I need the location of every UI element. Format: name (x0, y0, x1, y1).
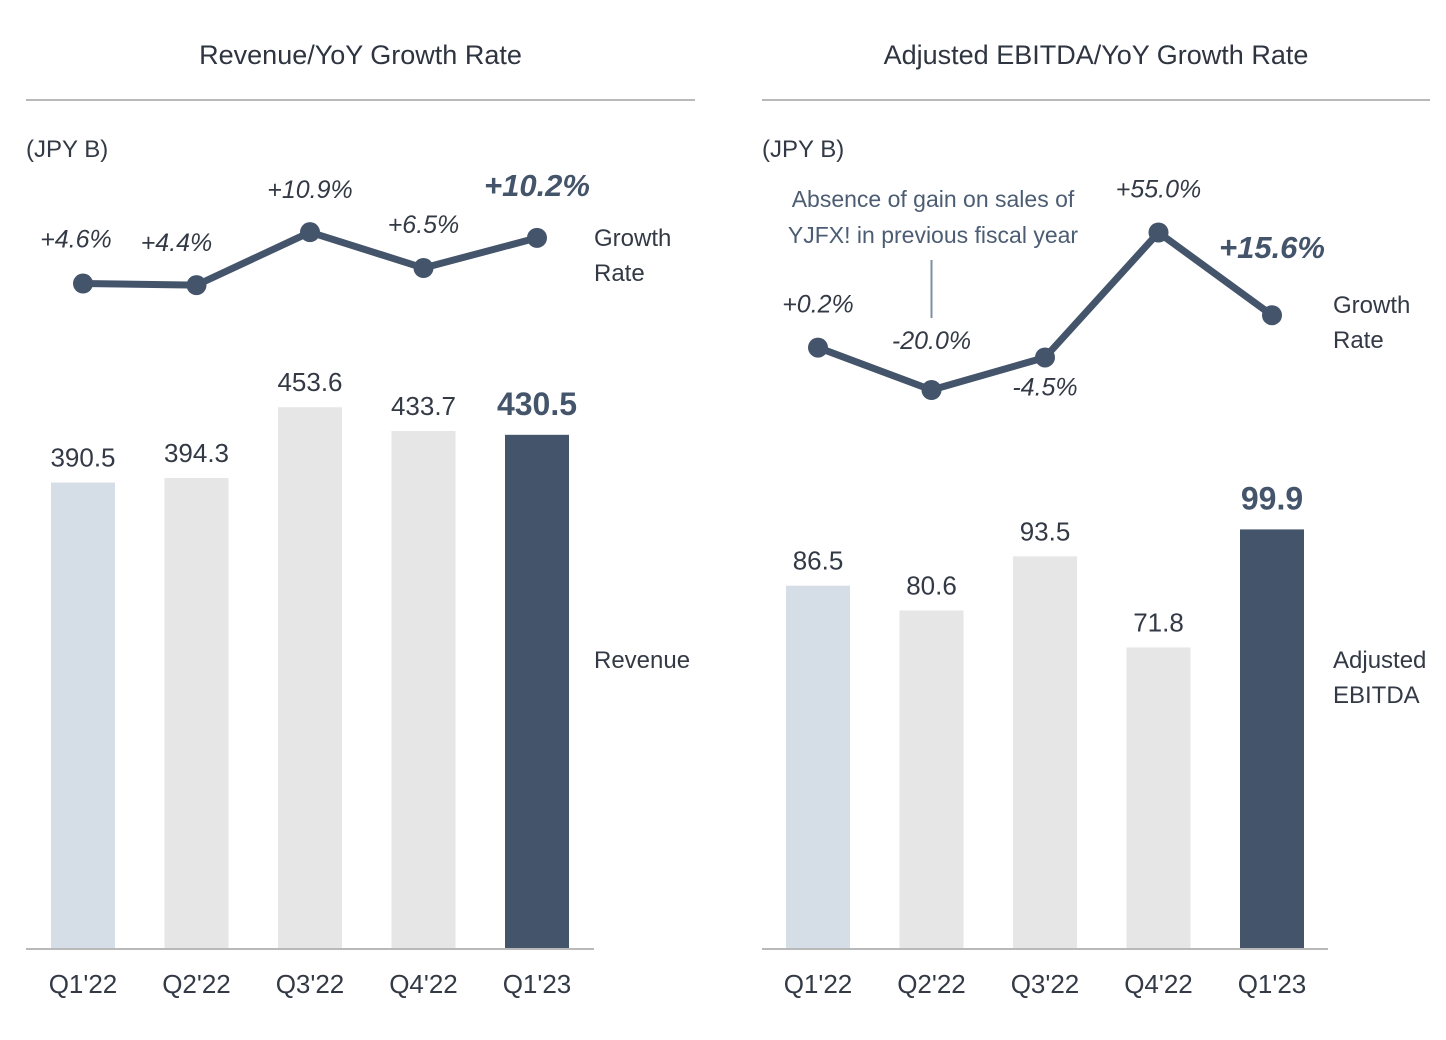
bar-value-label-1: 390.5 (50, 443, 115, 473)
bar-1 (51, 482, 115, 949)
annotation-note: Absence of gain on sales of YJFX! in pre… (773, 181, 1093, 253)
x-tick-label-3: Q3'22 (1011, 969, 1080, 999)
bar-legend-line-2: EBITDA (1333, 682, 1420, 709)
bar-value-label-4: 71.8 (1133, 607, 1184, 637)
growth-label-3: -4.5% (1012, 373, 1077, 401)
growth-label-1: +0.2% (782, 291, 854, 319)
x-tick-label-3: Q3'22 (276, 969, 345, 999)
bar-3 (278, 407, 342, 949)
growth-point-4 (1148, 222, 1169, 243)
growth-point-3 (1035, 347, 1055, 368)
growth-label-2: +4.4% (141, 229, 213, 257)
x-tick-label-1: Q1'22 (49, 969, 118, 999)
growth-point-4 (413, 258, 434, 279)
unit-label: (JPY B) (762, 136, 845, 163)
growth-point-5 (1262, 305, 1282, 326)
bar-5 (1240, 529, 1304, 949)
growth-point-5 (527, 227, 547, 248)
bar-value-label-4: 433.7 (391, 391, 456, 421)
line-legend-line-1: Growth (1333, 292, 1411, 319)
bar-legend-line-1: Revenue (594, 647, 691, 674)
line-legend-line-2: Rate (1333, 327, 1384, 354)
bar-4 (391, 430, 456, 949)
growth-label-1: +4.6% (40, 226, 112, 254)
ebitda-chart: 86.5 80.6 93.5 71.8 99.9 Q1'22 Q2'22 Q3'22 Q4'22… (762, 176, 1328, 999)
line-legend: Growth Rate (1333, 288, 1410, 358)
bar-value-label-3: 453.6 (277, 367, 342, 397)
growth-point-1 (73, 273, 93, 294)
bar-1 (786, 585, 850, 949)
revenue-chart: 390.5 394.3 453.6 433.7 430.5 Q1'22 Q2'22 Q3'22… (26, 168, 594, 999)
unit-label: (JPY B) (26, 136, 109, 163)
line-legend-line-1: Growth (594, 225, 672, 252)
bar-value-label-1: 86.5 (793, 546, 844, 576)
chart-title: Adjusted EBITDA/YoY Growth Rate (883, 40, 1309, 70)
bar-3 (1013, 556, 1077, 949)
bar-value-label-5: 430.5 (497, 386, 577, 422)
bar-legend: Revenue (594, 643, 690, 678)
annotation-line-2: YJFX! in previous fiscal year (787, 222, 1079, 248)
bar-value-label-3: 93.5 (1020, 516, 1071, 546)
growth-point-1 (808, 337, 828, 358)
bar-value-label-2: 394.3 (164, 438, 229, 468)
growth-label-5: +10.2% (484, 168, 590, 203)
bar-2 (899, 610, 964, 949)
title-divider (762, 99, 1430, 101)
ebitda-chart-panel: Adjusted EBITDA/YoY Growth Rate (JPY B) … (723, 0, 1446, 1040)
x-tick-label-1: Q1'22 (784, 969, 853, 999)
growth-label-2: -20.0% (892, 327, 971, 355)
bar-legend-line-1: Adjusted (1333, 647, 1427, 674)
bar-legend: Adjusted EBITDA (1333, 643, 1426, 713)
growth-point-2 (921, 380, 942, 400)
title-divider (26, 99, 695, 101)
x-tick-label-4: Q4'22 (1124, 969, 1193, 999)
revenue-chart-panel: Revenue/YoY Growth Rate (JPY B) 390.5 394… (26, 40, 695, 999)
bar-5 (505, 434, 569, 949)
bar-4 (1126, 647, 1191, 949)
growth-point-2 (186, 275, 207, 296)
line-legend-line-2: Rate (594, 260, 645, 287)
x-tick-label-2: Q2'22 (897, 969, 966, 999)
x-tick-label-5: Q1'23 (503, 969, 572, 999)
growth-point-3 (300, 222, 320, 243)
growth-label-4: +55.0% (1116, 176, 1202, 204)
growth-label-3: +10.9% (267, 176, 353, 204)
line-legend: Growth Rate (594, 221, 671, 291)
x-tick-label-4: Q4'22 (389, 969, 458, 999)
x-tick-label-2: Q2'22 (162, 969, 231, 999)
bar-value-label-2: 80.6 (906, 570, 957, 600)
chart-title: Revenue/YoY Growth Rate (199, 40, 522, 70)
bar-value-label-5: 99.9 (1241, 480, 1303, 516)
bar-2 (164, 478, 229, 949)
growth-label-4: +6.5% (388, 211, 460, 239)
growth-label-5: +15.6% (1219, 230, 1325, 265)
annotation-line-1: Absence of gain on sales of (791, 186, 1075, 212)
x-tick-label-5: Q1'23 (1238, 969, 1307, 999)
